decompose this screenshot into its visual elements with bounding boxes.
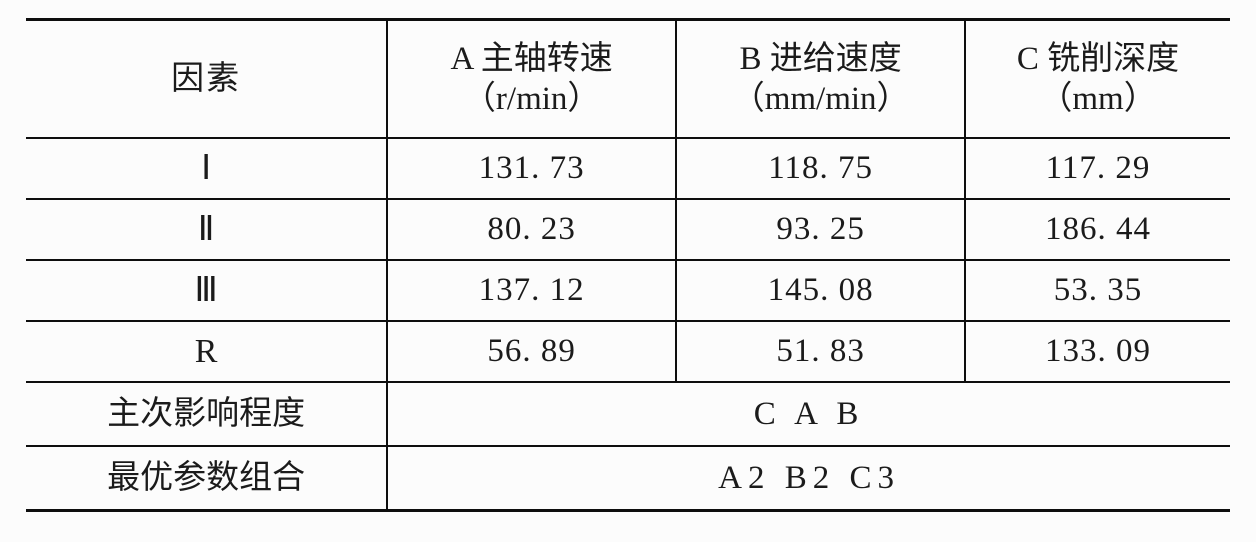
summary-row-influence: 主次影响程度 C A B — [26, 382, 1230, 446]
header-text: A 主轴转速 — [451, 41, 613, 77]
row-label: Ⅲ — [26, 260, 387, 321]
summary-row-optimal: 最优参数组合 A2 B2 C3 — [26, 446, 1230, 511]
cell-c: 53. 35 — [965, 260, 1230, 321]
cell-b: 93. 25 — [676, 199, 965, 260]
summary-label: 主次影响程度 — [26, 382, 387, 446]
table-row: Ⅰ 131. 73 118. 75 117. 29 — [26, 138, 1230, 199]
col-header-c: C 铣削深度 （mm） — [965, 20, 1230, 139]
cell-b: 51. 83 — [676, 321, 965, 382]
col-header-a: A 主轴转速 （r/min） — [387, 20, 676, 139]
cell-c: 117. 29 — [965, 138, 1230, 199]
table-container: 因素 A 主轴转速 （r/min） B 进给速度 （mm/min） — [0, 0, 1256, 542]
cell-b: 145. 08 — [676, 260, 965, 321]
summary-label: 最优参数组合 — [26, 446, 387, 511]
summary-value: A2 B2 C3 — [387, 446, 1230, 511]
cell-c: 133. 09 — [965, 321, 1230, 382]
header-unit: （r/min） — [463, 81, 601, 117]
row-label: Ⅰ — [26, 138, 387, 199]
cell-b: 118. 75 — [676, 138, 965, 199]
row-label: R — [26, 321, 387, 382]
header-text: C 铣削深度 — [1017, 41, 1179, 77]
cell-a: 56. 89 — [387, 321, 676, 382]
header-text: B 进给速度 — [739, 41, 901, 77]
cell-a: 131. 73 — [387, 138, 676, 199]
table-row: Ⅱ 80. 23 93. 25 186. 44 — [26, 199, 1230, 260]
col-header-factor: 因素 — [26, 20, 387, 139]
table-row: R 56. 89 51. 83 133. 09 — [26, 321, 1230, 382]
col-header-b: B 进给速度 （mm/min） — [676, 20, 965, 139]
header-text: 因素 — [171, 61, 241, 97]
table-row: Ⅲ 137. 12 145. 08 53. 35 — [26, 260, 1230, 321]
cell-a: 137. 12 — [387, 260, 676, 321]
header-unit: （mm/min） — [732, 81, 910, 117]
cell-c: 186. 44 — [965, 199, 1230, 260]
header-unit: （mm） — [1039, 81, 1156, 117]
cell-a: 80. 23 — [387, 199, 676, 260]
row-label: Ⅱ — [26, 199, 387, 260]
orthogonal-analysis-table: 因素 A 主轴转速 （r/min） B 进给速度 （mm/min） — [26, 18, 1230, 512]
table-header-row: 因素 A 主轴转速 （r/min） B 进给速度 （mm/min） — [26, 20, 1230, 139]
summary-value: C A B — [387, 382, 1230, 446]
